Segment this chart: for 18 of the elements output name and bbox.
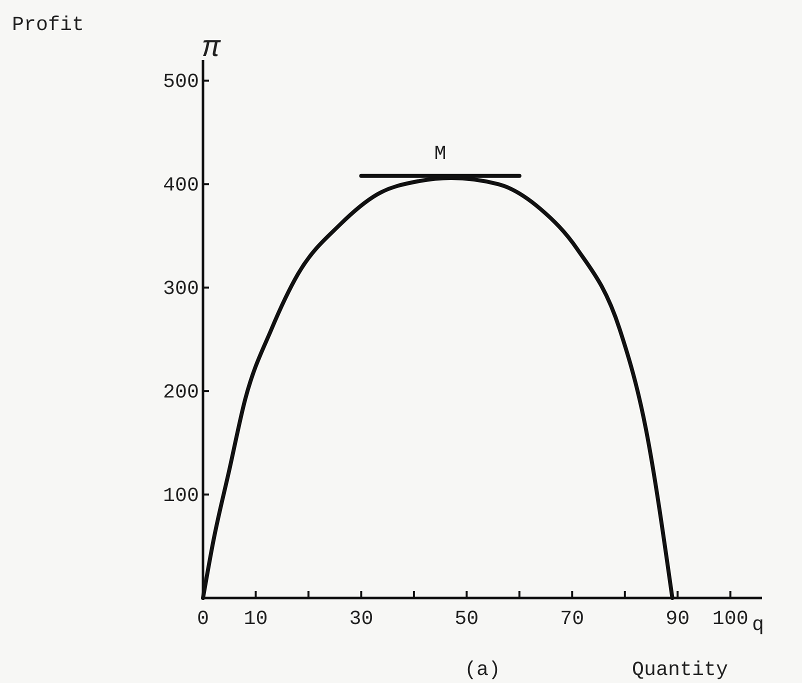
- x-tick-label: 30: [349, 608, 374, 632]
- x-tick-label: 100: [712, 608, 748, 632]
- x-tick-label: 70: [560, 608, 584, 632]
- x-tick-label: 10: [244, 608, 268, 632]
- x-tick-label: 50: [454, 608, 479, 632]
- x-tick-label: 90: [666, 608, 690, 632]
- y-tick-label: 200: [162, 381, 199, 404]
- annotation: M: [434, 142, 446, 166]
- y-tick-label: 500: [162, 71, 199, 94]
- x-tick-label: 0: [196, 608, 210, 632]
- x-axis-title: q: [752, 614, 764, 637]
- text: Quantity: [632, 659, 728, 682]
- y-axis-title: π: [202, 32, 221, 66]
- y-tick-label: 400: [162, 174, 199, 198]
- text: Profit: [12, 14, 84, 37]
- y-tick-label: 300: [162, 278, 199, 302]
- y-tick-label: 100: [162, 484, 199, 508]
- text: (a): [464, 659, 501, 682]
